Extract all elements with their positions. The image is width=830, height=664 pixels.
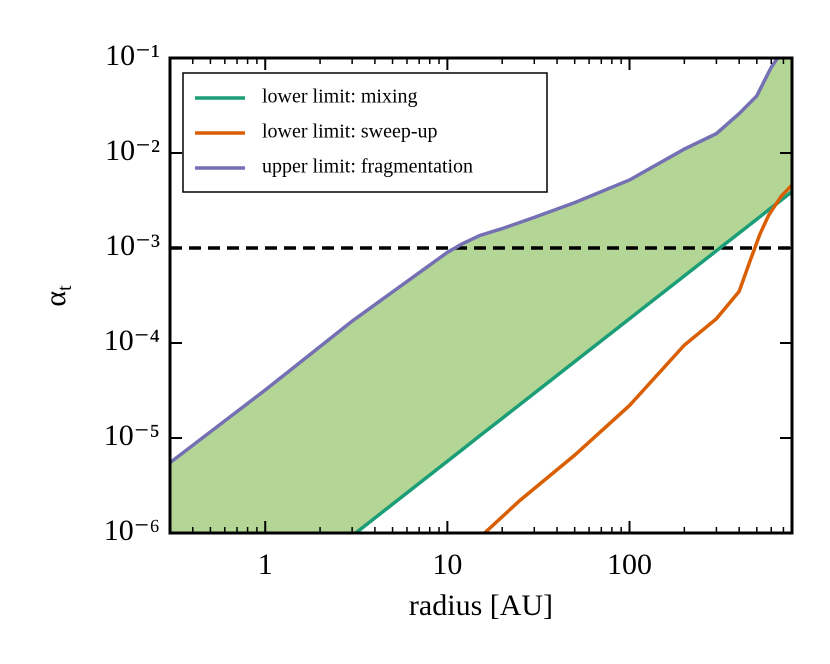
- y-tick-label: 10⁻⁴: [104, 324, 160, 357]
- axes: 1 10 100 10⁻⁶ 10⁻⁵ 10⁻⁴ 10⁻³ 10⁻² 10⁻¹: [104, 39, 792, 581]
- axes-frame: [168, 56, 794, 535]
- x-tick-label: 100: [607, 548, 652, 581]
- x-tick-label: 1: [258, 548, 273, 581]
- y-axis-label-main: α: [39, 291, 72, 307]
- series-line: [483, 183, 792, 533]
- series-line: [352, 190, 792, 533]
- y-axis-label: αt: [39, 285, 76, 307]
- legend-label: lower limit: sweep-up: [262, 121, 438, 143]
- series-line: [170, 58, 780, 465]
- legend-label: upper limit: fragmentation: [262, 156, 473, 178]
- y-tick-label: 10⁻⁵: [104, 419, 160, 452]
- legend: lower limit: mixing lower limit: sweep-up…: [182, 72, 548, 193]
- y-tick-label: 10⁻³: [105, 229, 160, 262]
- plot-area: [170, 58, 792, 533]
- y-tick-label: 10⁻¹: [105, 39, 160, 72]
- y-tick-label: 10⁻⁶: [104, 514, 160, 547]
- y-axis-label-subscript: t: [54, 285, 76, 291]
- y-tick-label: 10⁻²: [105, 134, 160, 167]
- x-tick-label: 10: [432, 548, 462, 581]
- legend-label: lower limit: mixing: [262, 86, 418, 108]
- x-axis-label: radius [AU]: [409, 589, 553, 622]
